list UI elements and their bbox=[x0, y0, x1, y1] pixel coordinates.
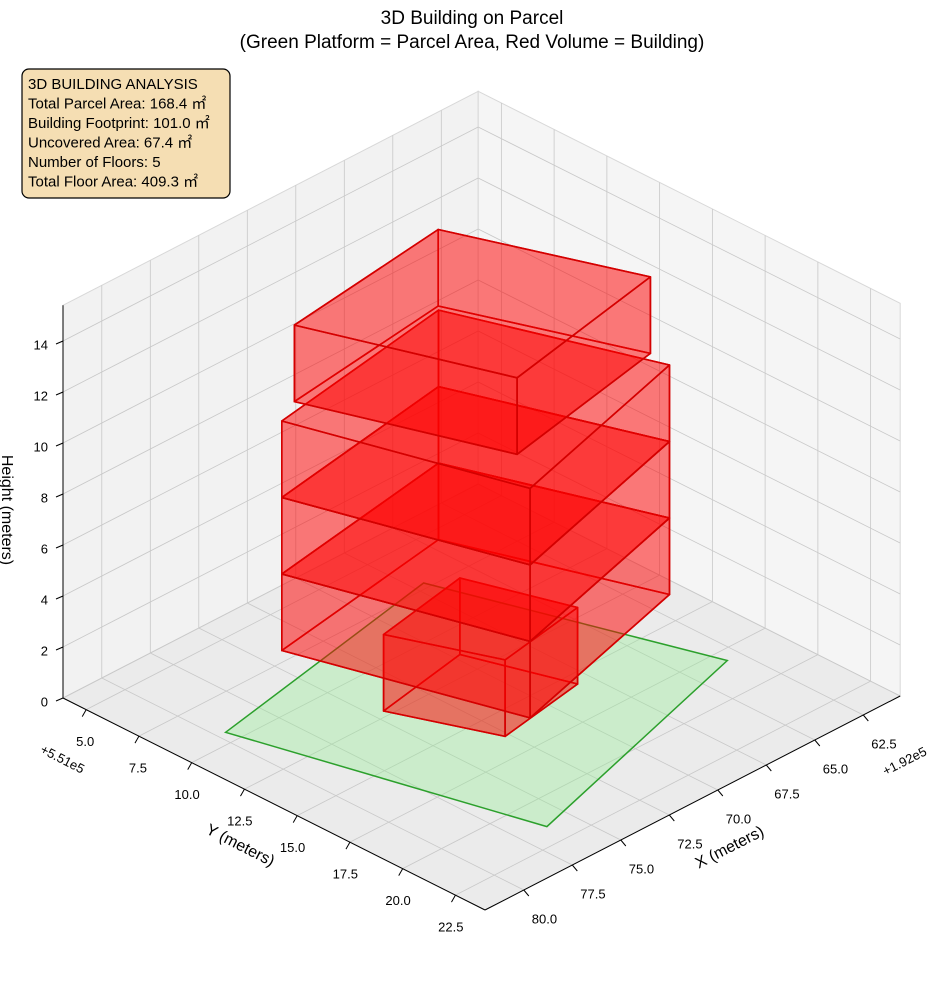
grid-line bbox=[101, 677, 524, 891]
chart-title: 3D Building on Parcel bbox=[381, 8, 564, 29]
z-tick-label: 8 bbox=[41, 490, 48, 505]
y-tick bbox=[398, 868, 404, 876]
x-tick bbox=[571, 864, 578, 872]
y-tick-label: 17.5 bbox=[333, 867, 358, 882]
y-tick bbox=[240, 788, 245, 797]
grid-line bbox=[86, 495, 502, 711]
z-tick-label: 4 bbox=[41, 592, 48, 607]
z-tick bbox=[55, 391, 64, 396]
x-tick-label: 72.5 bbox=[677, 836, 702, 851]
y-tick-label: 20.0 bbox=[385, 893, 410, 908]
grid-line bbox=[477, 279, 901, 493]
y-tick bbox=[451, 894, 456, 903]
x-tick bbox=[765, 764, 772, 772]
info-line: Total Floor Area: 409.3 ㎡ bbox=[28, 173, 198, 190]
info-line: Uncovered Area: 67.4 ㎡ bbox=[28, 134, 192, 151]
z-tick-label: 2 bbox=[41, 643, 48, 658]
grid-line bbox=[62, 126, 479, 342]
y-tick bbox=[292, 815, 298, 823]
z-tick-label: 12 bbox=[34, 388, 48, 403]
grid-line bbox=[62, 177, 479, 393]
y-tick-label: 5.0 bbox=[76, 734, 94, 749]
y-axis-line bbox=[62, 697, 486, 911]
grid-line bbox=[62, 330, 479, 546]
floor-top bbox=[382, 577, 579, 661]
y-tick bbox=[187, 762, 193, 770]
info-line: 3D BUILDING ANALYSIS bbox=[28, 76, 198, 93]
x-tick bbox=[620, 839, 627, 847]
grid-line bbox=[138, 521, 555, 737]
grid-line bbox=[191, 548, 608, 764]
x-tick-label: 67.5 bbox=[774, 786, 799, 801]
info-box bbox=[21, 68, 231, 199]
chart-subtitle: (Green Platform = Parcel Area, Red Volum… bbox=[240, 32, 705, 53]
z-tick-label: 10 bbox=[34, 439, 48, 454]
z-tick bbox=[55, 544, 64, 549]
x-tick-label: 80.0 bbox=[532, 911, 557, 926]
y-tick bbox=[345, 841, 351, 850]
grid-line bbox=[392, 527, 815, 741]
x-tick bbox=[814, 739, 821, 747]
x-axis-label: X (meters) bbox=[693, 823, 767, 872]
grid-line bbox=[62, 228, 479, 444]
info-line: Number of Floors: 5 bbox=[28, 154, 161, 171]
info-line: Total Parcel Area: 168.4 ㎡ bbox=[28, 95, 206, 112]
z-tick bbox=[55, 442, 64, 447]
z-tick bbox=[55, 493, 64, 498]
z-tick-label: 6 bbox=[41, 541, 48, 556]
y-tick-label: 12.5 bbox=[227, 814, 252, 829]
z-tick bbox=[55, 646, 64, 651]
grid-line bbox=[477, 330, 901, 544]
z-tick bbox=[55, 697, 64, 702]
grid-line bbox=[344, 552, 767, 766]
grid-line bbox=[244, 574, 660, 790]
z-tick-label: 14 bbox=[34, 337, 48, 352]
x-tick-label: 62.5 bbox=[871, 736, 896, 751]
y-tick-label: 7.5 bbox=[129, 761, 147, 776]
z-tick-label: 0 bbox=[41, 694, 48, 709]
y-tick bbox=[134, 735, 140, 744]
x-axis-line bbox=[484, 695, 901, 911]
grid-line bbox=[62, 483, 479, 699]
x-tick-label: 75.0 bbox=[629, 861, 654, 876]
y-axis-label: Y (meters) bbox=[203, 821, 277, 870]
z-axis-label: Height (meters) bbox=[0, 455, 15, 565]
grid-line bbox=[477, 177, 901, 391]
parcel bbox=[223, 582, 729, 828]
grid-line bbox=[477, 126, 901, 340]
x-tick bbox=[717, 789, 724, 797]
scene: 62.5 65.0 67.5 70.0 72.5 75.0 77.5 80.0 5.0 7.5 10… bbox=[34, 90, 902, 935]
grid-line bbox=[62, 432, 479, 648]
y-tick-label: 10.0 bbox=[174, 787, 199, 802]
grid-line bbox=[198, 627, 621, 841]
x-tick-label: 65.0 bbox=[823, 761, 848, 776]
y-tick bbox=[81, 709, 87, 717]
x-tick-label: 70.0 bbox=[726, 811, 751, 826]
grid-line bbox=[62, 381, 479, 597]
x-tick bbox=[523, 889, 530, 897]
floor-top bbox=[293, 228, 652, 379]
x-tick bbox=[668, 814, 675, 822]
x-tick-label: 77.5 bbox=[580, 886, 605, 901]
grid-line bbox=[402, 654, 819, 870]
y-tick-label: 15.0 bbox=[280, 840, 305, 855]
z-tick bbox=[55, 595, 64, 600]
grid-line bbox=[455, 680, 871, 896]
grid-line bbox=[150, 652, 573, 866]
grid-line bbox=[477, 483, 901, 697]
grid-line bbox=[62, 279, 479, 495]
grid-line bbox=[349, 627, 766, 843]
grid-line bbox=[477, 432, 901, 646]
x-tick bbox=[862, 714, 869, 722]
y-tick-label: 22.5 bbox=[438, 920, 463, 935]
grid-line bbox=[477, 381, 901, 595]
grid-line bbox=[477, 228, 901, 442]
grid-line bbox=[295, 577, 718, 791]
info-line: Building Footprint: 101.0 ㎡ bbox=[28, 115, 210, 132]
z-tick bbox=[55, 340, 64, 345]
info-lines: 3D BUILDING ANALYSIS Total Parcel Area: 1… bbox=[28, 76, 210, 191]
